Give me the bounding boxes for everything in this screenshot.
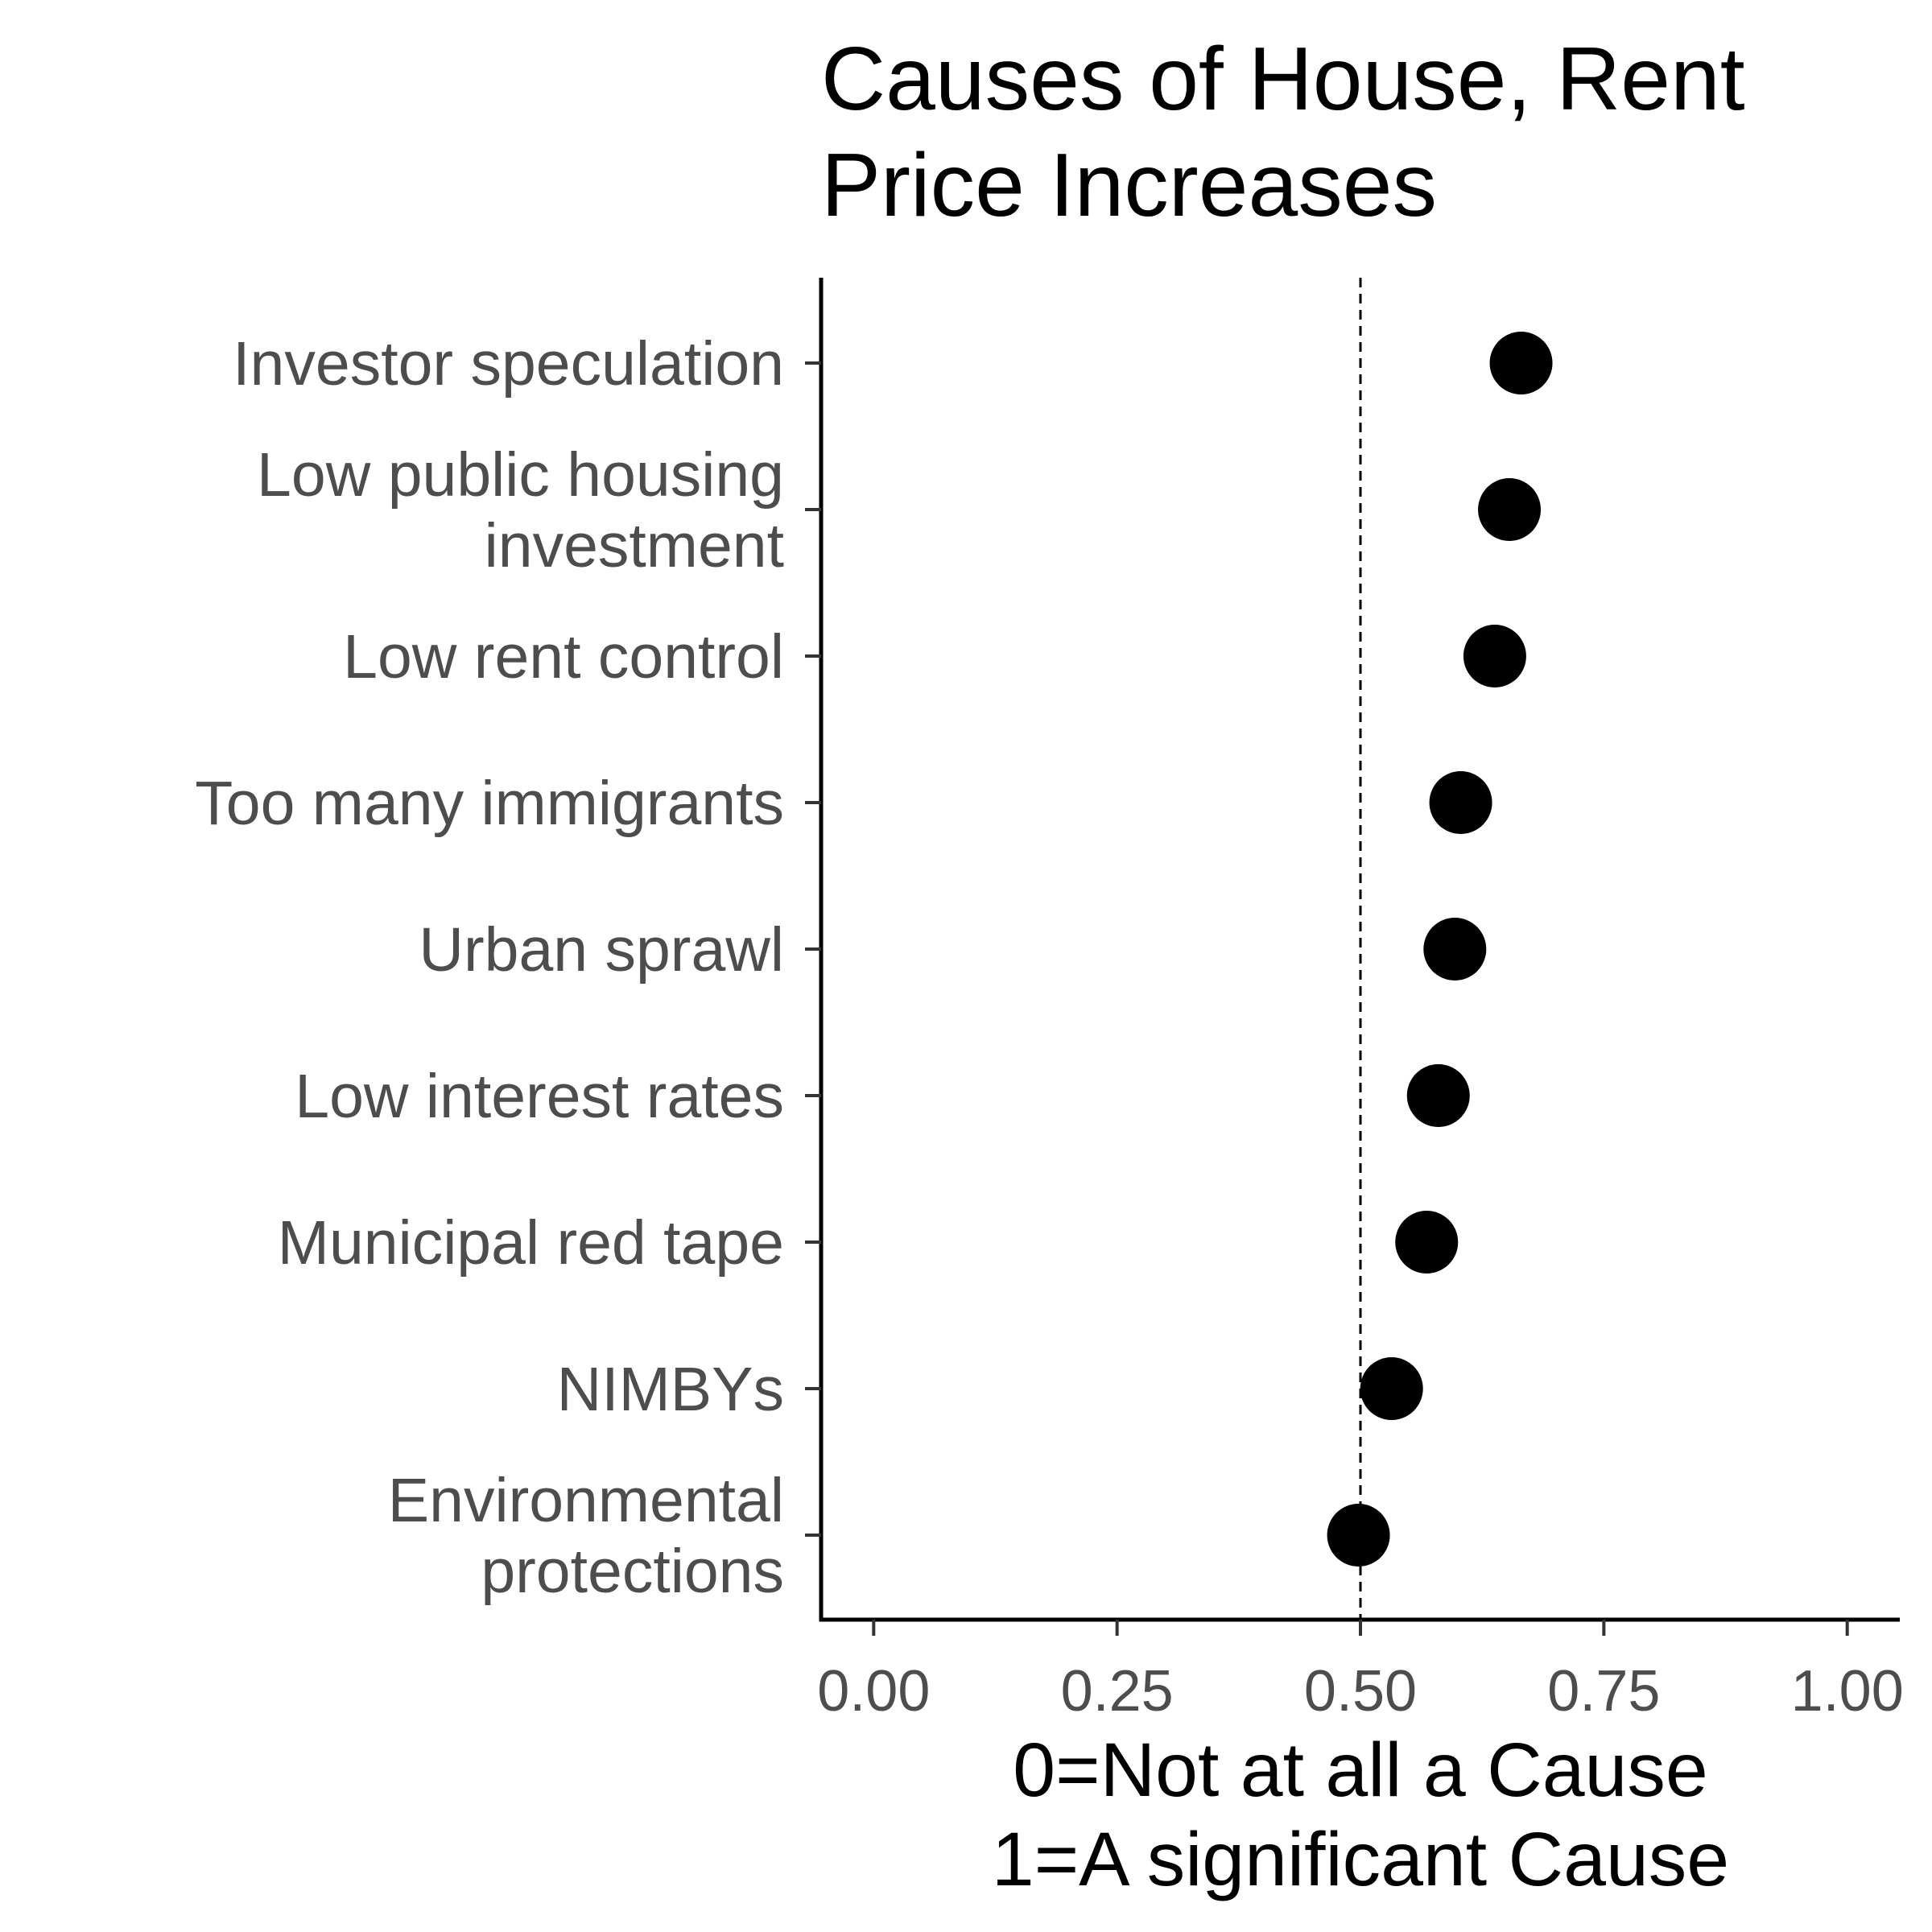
x-tick-label: 0.00 [817, 1659, 930, 1724]
chart-title-line-2: Price Increases [821, 135, 1437, 235]
data-point [1395, 1211, 1459, 1274]
chart-title-line-1: Causes of House, Rent [821, 29, 1745, 129]
data-point [1489, 332, 1553, 394]
plot-area: 0.00 0.25 0.50 0.75 1.00 Investor speculation… [195, 278, 1904, 1724]
category-label: Environmental [388, 1466, 784, 1535]
x-axis-title-line-2: 1=A significant Cause [992, 1817, 1729, 1902]
category-label: Investor speculation [233, 329, 784, 398]
category-label: protections [481, 1537, 784, 1606]
category-label: investment [485, 511, 784, 580]
category-label: Low public housing [257, 440, 784, 510]
data-point [1360, 1357, 1423, 1420]
category-label: Low rent control [343, 622, 784, 691]
x-tick-label: 1.00 [1791, 1659, 1904, 1724]
x-tick-label: 0.75 [1547, 1659, 1660, 1724]
data-point [1423, 918, 1487, 980]
category-label: Low interest rates [295, 1062, 784, 1131]
x-tick-label: 0.50 [1304, 1659, 1417, 1724]
data-point [1327, 1504, 1390, 1567]
category-label: Urban sprawl [419, 915, 784, 985]
category-label: Municipal red tape [278, 1208, 784, 1278]
data-point [1406, 1064, 1470, 1127]
category-label: NIMBYs [557, 1355, 784, 1424]
category-label: Too many immigrants [195, 769, 784, 838]
data-point [1429, 771, 1492, 834]
x-axis-title-line-1: 0=Not at all a Cause [1013, 1728, 1707, 1813]
data-point [1463, 625, 1526, 687]
x-tick-label: 0.25 [1061, 1659, 1174, 1724]
data-point [1478, 478, 1542, 541]
